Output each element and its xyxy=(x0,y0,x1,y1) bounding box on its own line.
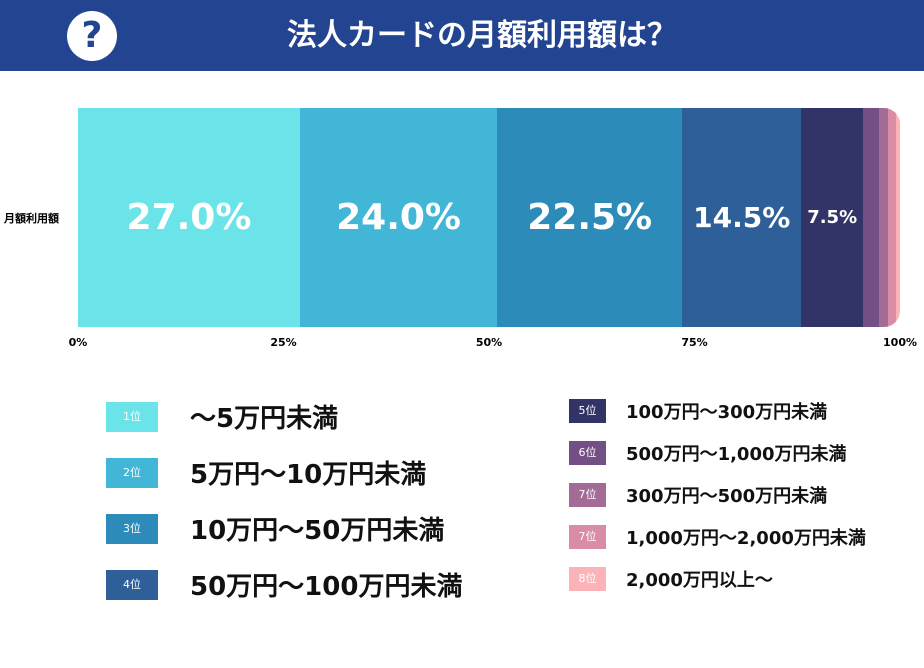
legend-item: 2位 5万円〜10万円未満 xyxy=(106,454,426,491)
legend-label: 50万円〜100万円未満 xyxy=(190,572,463,602)
legend-item: 7位 300万円〜500万円未満 xyxy=(569,482,827,508)
legend-swatch: 6位 xyxy=(569,441,606,465)
legend-label: 1,000万円〜2,000万円未満 xyxy=(626,528,866,549)
legend-label: 〜5万円未満 xyxy=(190,404,339,434)
legend-label: 5万円〜10万円未満 xyxy=(190,460,427,490)
data-label: 27.0% xyxy=(126,197,252,238)
bar-segment: 27.0% xyxy=(78,108,300,327)
x-tick-label: 50% xyxy=(475,336,503,349)
legend-swatch: 7位 xyxy=(569,483,606,507)
bar-segment: 7.5% xyxy=(801,108,863,327)
category-label: 月額利用額 xyxy=(4,212,59,225)
legend-label: 300万円〜500万円未満 xyxy=(626,486,828,507)
legend-swatch: 2位 xyxy=(106,457,158,488)
x-tick-label: 100% xyxy=(883,336,917,349)
legend-item: 5位 100万円〜300万円未満 xyxy=(569,398,827,424)
legend-item: 4位 50万円〜100万円未満 xyxy=(106,566,462,603)
data-label: 7.5% xyxy=(807,207,858,228)
legend-label: 10万円〜50万円未満 xyxy=(190,516,445,546)
stacked-bar: 27.0% 24.0% 22.5% 14.5% 7.5% xyxy=(78,108,900,327)
bar-segment xyxy=(895,108,900,327)
legend-label: 500万円〜1,000万円未満 xyxy=(626,444,847,465)
legend-swatch: 7位 xyxy=(569,525,606,549)
legend-swatch: 8位 xyxy=(569,567,606,591)
legend-label: 100万円〜300万円未満 xyxy=(626,402,828,423)
header: ? 法人カードの月額利用額は？ xyxy=(0,0,924,71)
legend-item: 6位 500万円〜1,000万円未満 xyxy=(569,440,847,466)
bar-segment: 22.5% xyxy=(497,108,683,327)
bar-segment: 24.0% xyxy=(299,108,498,327)
legend-swatch: 3位 xyxy=(106,513,158,544)
legend-item: 7位 1,000万円〜2,000万円未満 xyxy=(569,524,866,550)
legend-swatch: 4位 xyxy=(106,569,158,600)
legend-label: 2,000万円以上〜 xyxy=(626,570,773,591)
data-label: 22.5% xyxy=(527,197,653,238)
legend-item: 8位 2,000万円以上〜 xyxy=(569,566,773,592)
x-tick-label: 0% xyxy=(68,336,88,349)
bar-segment xyxy=(879,108,888,327)
data-label: 24.0% xyxy=(336,197,462,238)
page-title: 法人カードの月額利用額は？ xyxy=(287,18,677,53)
legend-swatch: 5位 xyxy=(569,399,606,423)
bar-segment: 14.5% xyxy=(682,108,802,327)
legend-item: 1位 〜5万円未満 xyxy=(106,398,338,435)
legend-item: 3位 10万円〜50万円未満 xyxy=(106,510,444,547)
bar-segment xyxy=(862,108,880,327)
x-tick-label: 75% xyxy=(681,336,708,349)
x-tick-label: 25% xyxy=(270,336,297,349)
legend-swatch: 1位 xyxy=(106,401,158,432)
data-label: 14.5% xyxy=(693,201,791,234)
bar-segment xyxy=(887,108,896,327)
question-circle-icon: ? xyxy=(67,11,117,61)
